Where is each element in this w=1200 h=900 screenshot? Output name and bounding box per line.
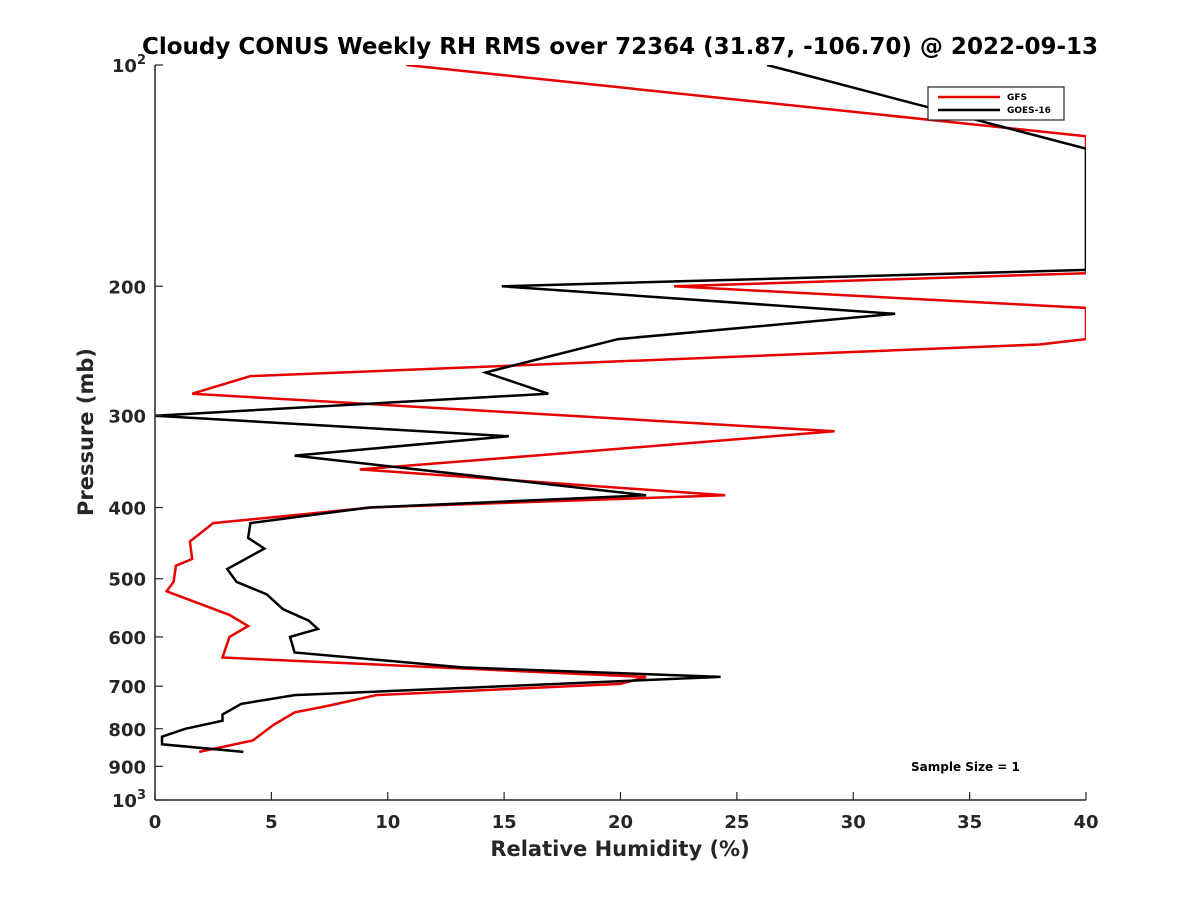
x-tick-label: 35 bbox=[957, 812, 982, 833]
y-tick-label: 700 bbox=[108, 677, 146, 698]
y-tick-label: 300 bbox=[108, 407, 146, 428]
series-line-0 bbox=[164, 65, 1086, 754]
legend-label-gfs: GFS bbox=[1007, 93, 1027, 103]
y-tick-label: 200 bbox=[108, 277, 146, 298]
ticks-layer: 0 5 10 15 20 25 30 35 40 102 200 300 400 500 600 700 800… bbox=[108, 53, 1098, 833]
x-tick-label: 30 bbox=[841, 812, 866, 833]
x-tick-label: 5 bbox=[265, 812, 278, 833]
x-tick-label: 0 bbox=[149, 812, 162, 833]
axes-layer bbox=[154, 65, 1086, 801]
x-tick-label: 40 bbox=[1073, 812, 1098, 833]
y-tick-label: 800 bbox=[108, 720, 146, 741]
series-layer bbox=[155, 65, 1086, 754]
y-tick-label: 500 bbox=[108, 570, 146, 591]
legend-label-goes16: GOES-16 bbox=[1007, 106, 1051, 116]
legend-box bbox=[927, 86, 1065, 121]
y-tick-label: 400 bbox=[108, 499, 146, 520]
legend: GFS GOES-16 bbox=[927, 86, 1065, 121]
x-axis-label: Relative Humidity (%) bbox=[490, 837, 749, 861]
y-tick-label: 102 bbox=[112, 53, 146, 77]
y-tick-label: 103 bbox=[112, 788, 146, 812]
sample-size-annotation: Sample Size = 1 bbox=[911, 760, 1020, 774]
x-tick-label: 20 bbox=[608, 812, 633, 833]
x-tick-label: 25 bbox=[724, 812, 749, 833]
x-tick-label: 10 bbox=[375, 812, 400, 833]
x-tick-label: 15 bbox=[492, 812, 517, 833]
y-tick-label: 600 bbox=[108, 628, 146, 649]
y-tick-label: 900 bbox=[108, 757, 146, 778]
series-line-1 bbox=[155, 65, 1086, 754]
y-axis-label: Pressure (mb) bbox=[74, 348, 98, 516]
chart-title: Cloudy CONUS Weekly RH RMS over 72364 (3… bbox=[142, 34, 1098, 60]
